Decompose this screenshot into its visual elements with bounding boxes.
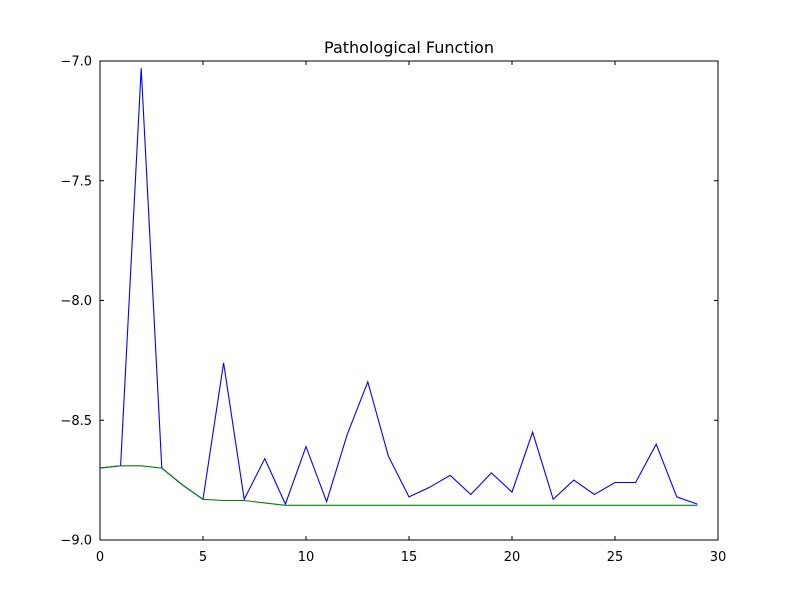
plot-area bbox=[100, 61, 718, 540]
tick-labels-group: 0 5 10 15 20 25 30 −9.0 −8.5 −8.0 −7.5 −7.0 bbox=[60, 55, 726, 566]
y-tick-label: −9.0 bbox=[60, 534, 92, 549]
plot-title: Pathological Function bbox=[324, 38, 494, 57]
x-tick-label: 0 bbox=[96, 550, 104, 565]
x-tick-label: 10 bbox=[298, 550, 315, 565]
y-tick-label: −8.0 bbox=[60, 294, 92, 309]
x-tick-label: 15 bbox=[401, 550, 418, 565]
x-tick-label: 5 bbox=[199, 550, 207, 565]
y-tick-label: −8.5 bbox=[60, 414, 92, 429]
green-baseline-series-line bbox=[99, 465, 698, 506]
ticks-group bbox=[99, 60, 719, 541]
x-tick-label: 30 bbox=[710, 550, 727, 565]
x-tick-label: 20 bbox=[504, 550, 521, 565]
y-tick-label: −7.5 bbox=[60, 174, 92, 189]
y-tick-label: −7.0 bbox=[60, 55, 92, 70]
series-group bbox=[99, 68, 698, 506]
x-tick-label: 25 bbox=[607, 550, 624, 565]
